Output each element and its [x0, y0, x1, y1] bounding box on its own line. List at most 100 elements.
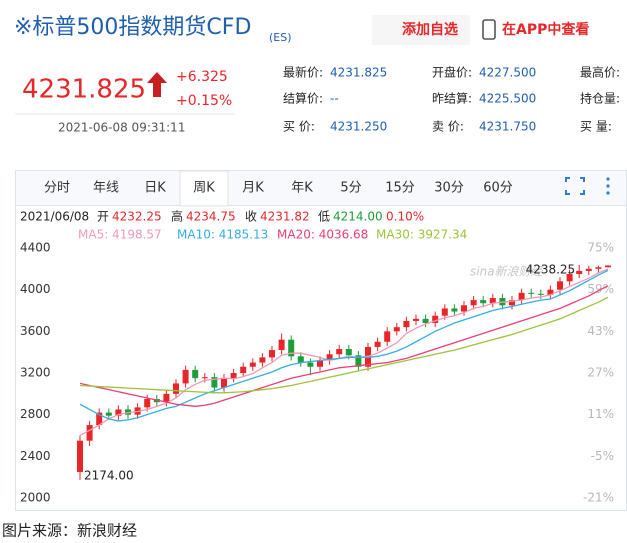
candle-body [278, 339, 285, 351]
candle-body [192, 369, 199, 379]
ma-line [79, 269, 609, 422]
bar-label: 开 [97, 210, 109, 224]
bar-value: 4231.82 [260, 210, 310, 224]
legend-entry: MA30: 3927.34 [376, 228, 467, 242]
bar-change: 0.10% [386, 210, 424, 224]
candle-body [345, 349, 352, 356]
legend-entry: MA20: 4036.68 [277, 228, 368, 242]
tab[interactable]: 周K [193, 181, 215, 196]
stat-label: 开盘价: [432, 65, 472, 80]
stats: 最新价: 4231.825 开盘价: 4227.500 最高价: 结算价: -- 昨结算: 42… [283, 65, 620, 134]
stat-label: 最新价: [283, 65, 323, 80]
stat-label: 买 量: [580, 120, 612, 134]
y-tick-label: 3200 [20, 366, 51, 380]
title-suffix: (ES) [269, 31, 292, 44]
candle-body [461, 305, 467, 312]
stat-label: 最高价: [580, 65, 620, 80]
bar-date: 2021/06/08 [20, 210, 89, 224]
add-watch-label[interactable]: 添加自选 [402, 21, 458, 38]
candle-body [509, 300, 515, 306]
candle-body [105, 412, 112, 416]
y2-tick-label: 75% [587, 241, 614, 255]
y2-tick-label: 27% [587, 366, 614, 380]
candle-body [374, 341, 381, 347]
candle-body [489, 298, 496, 304]
fullscreen-icon[interactable] [565, 177, 585, 195]
change-pct: +0.15% [176, 93, 232, 109]
max-label: 4238.25 [526, 262, 576, 276]
candle-body [585, 268, 592, 271]
candle-body [576, 270, 583, 275]
candle-body [86, 425, 93, 441]
chart-panel [15, 170, 627, 511]
phone-icon [482, 19, 496, 40]
candle-body [297, 356, 304, 363]
tab[interactable]: 15分 [385, 181, 415, 196]
y-tick-label: 4400 [20, 241, 51, 255]
stat-value: 4231.825 [330, 66, 387, 80]
tabs: 分时 年线 日K 周K 月K 年K 5分 15分 30分 60分 [44, 170, 513, 207]
stat-value: 4231.750 [479, 120, 536, 134]
change: +6.325 [176, 69, 228, 85]
y-tick-label: 3600 [20, 324, 51, 338]
stat-value: 4227.500 [479, 66, 536, 80]
candle-body [259, 357, 266, 363]
candle-body [336, 349, 343, 355]
candle-body [249, 362, 256, 367]
more-icon[interactable] [606, 177, 610, 195]
candle-body [230, 373, 237, 379]
active-tab[interactable] [179, 170, 229, 207]
candle-body [211, 377, 218, 388]
candle-body [393, 327, 400, 332]
y-tick-label: 2400 [20, 449, 51, 463]
tab[interactable]: 年K [291, 181, 313, 196]
legend-entry: MA5: 4198.57 [78, 228, 162, 242]
quote-time: 2021-06-08 09:31:11 [58, 121, 185, 135]
y-tick-label: 4000 [20, 282, 51, 296]
bar-label: 收 [245, 210, 257, 224]
candle-body [326, 354, 333, 361]
candle-body [528, 292, 535, 294]
ohlc-bar: 2021/06/08 开 4232.25 高 4234.75 收 4231.82 低 4214.… [20, 209, 424, 224]
candle-body [595, 267, 602, 269]
open-app-label[interactable]: 在APP中查看 [502, 21, 589, 38]
tab[interactable]: 分时 [44, 181, 70, 196]
add-watch-button[interactable] [372, 15, 470, 45]
candle-body [144, 399, 151, 408]
y2-tick-label: -5% [591, 449, 614, 463]
stat-value: -- [330, 92, 339, 106]
bar-label: 高 [171, 209, 183, 224]
bar-value: 4214.00 [333, 210, 383, 224]
stat-label: 昨结算: [432, 91, 472, 106]
tab[interactable]: 5分 [340, 181, 361, 196]
tab[interactable]: 30分 [434, 181, 464, 196]
candle-body [432, 315, 439, 323]
candle-body [557, 281, 563, 290]
candle-body [355, 355, 362, 367]
ma-line [79, 285, 609, 407]
candle-body [566, 274, 573, 282]
y2-tick-label: -21% [583, 491, 614, 505]
tab[interactable]: 日K [144, 181, 166, 196]
candle-body [470, 300, 477, 306]
kline-chart: MA5: 4198.57 MA10: 4185.13 MA20: 4036.68 MA… [20, 228, 614, 505]
tab[interactable]: 年线 [93, 181, 119, 196]
candle-body [537, 293, 544, 295]
tab-bar [16, 171, 626, 205]
min-label: 2174.00 [84, 468, 134, 482]
caption: 图片来源：新浪财经 [2, 522, 137, 540]
title: ※标普500指数期货CFD [14, 15, 251, 40]
candle-body [96, 412, 103, 426]
candle-body [547, 289, 554, 295]
candle-body [240, 366, 247, 373]
y2-tick-label: 43% [587, 324, 614, 338]
candle-body [480, 300, 487, 304]
legend-entry: MA10: 4185.13 [177, 228, 268, 242]
candle-body [269, 350, 275, 358]
tab[interactable]: 月K [242, 181, 264, 196]
candle-body [413, 318, 419, 321]
bar-value: 4232.25 [112, 210, 162, 224]
tab[interactable]: 60分 [483, 181, 513, 196]
y-tick-label: 2000 [20, 491, 51, 505]
